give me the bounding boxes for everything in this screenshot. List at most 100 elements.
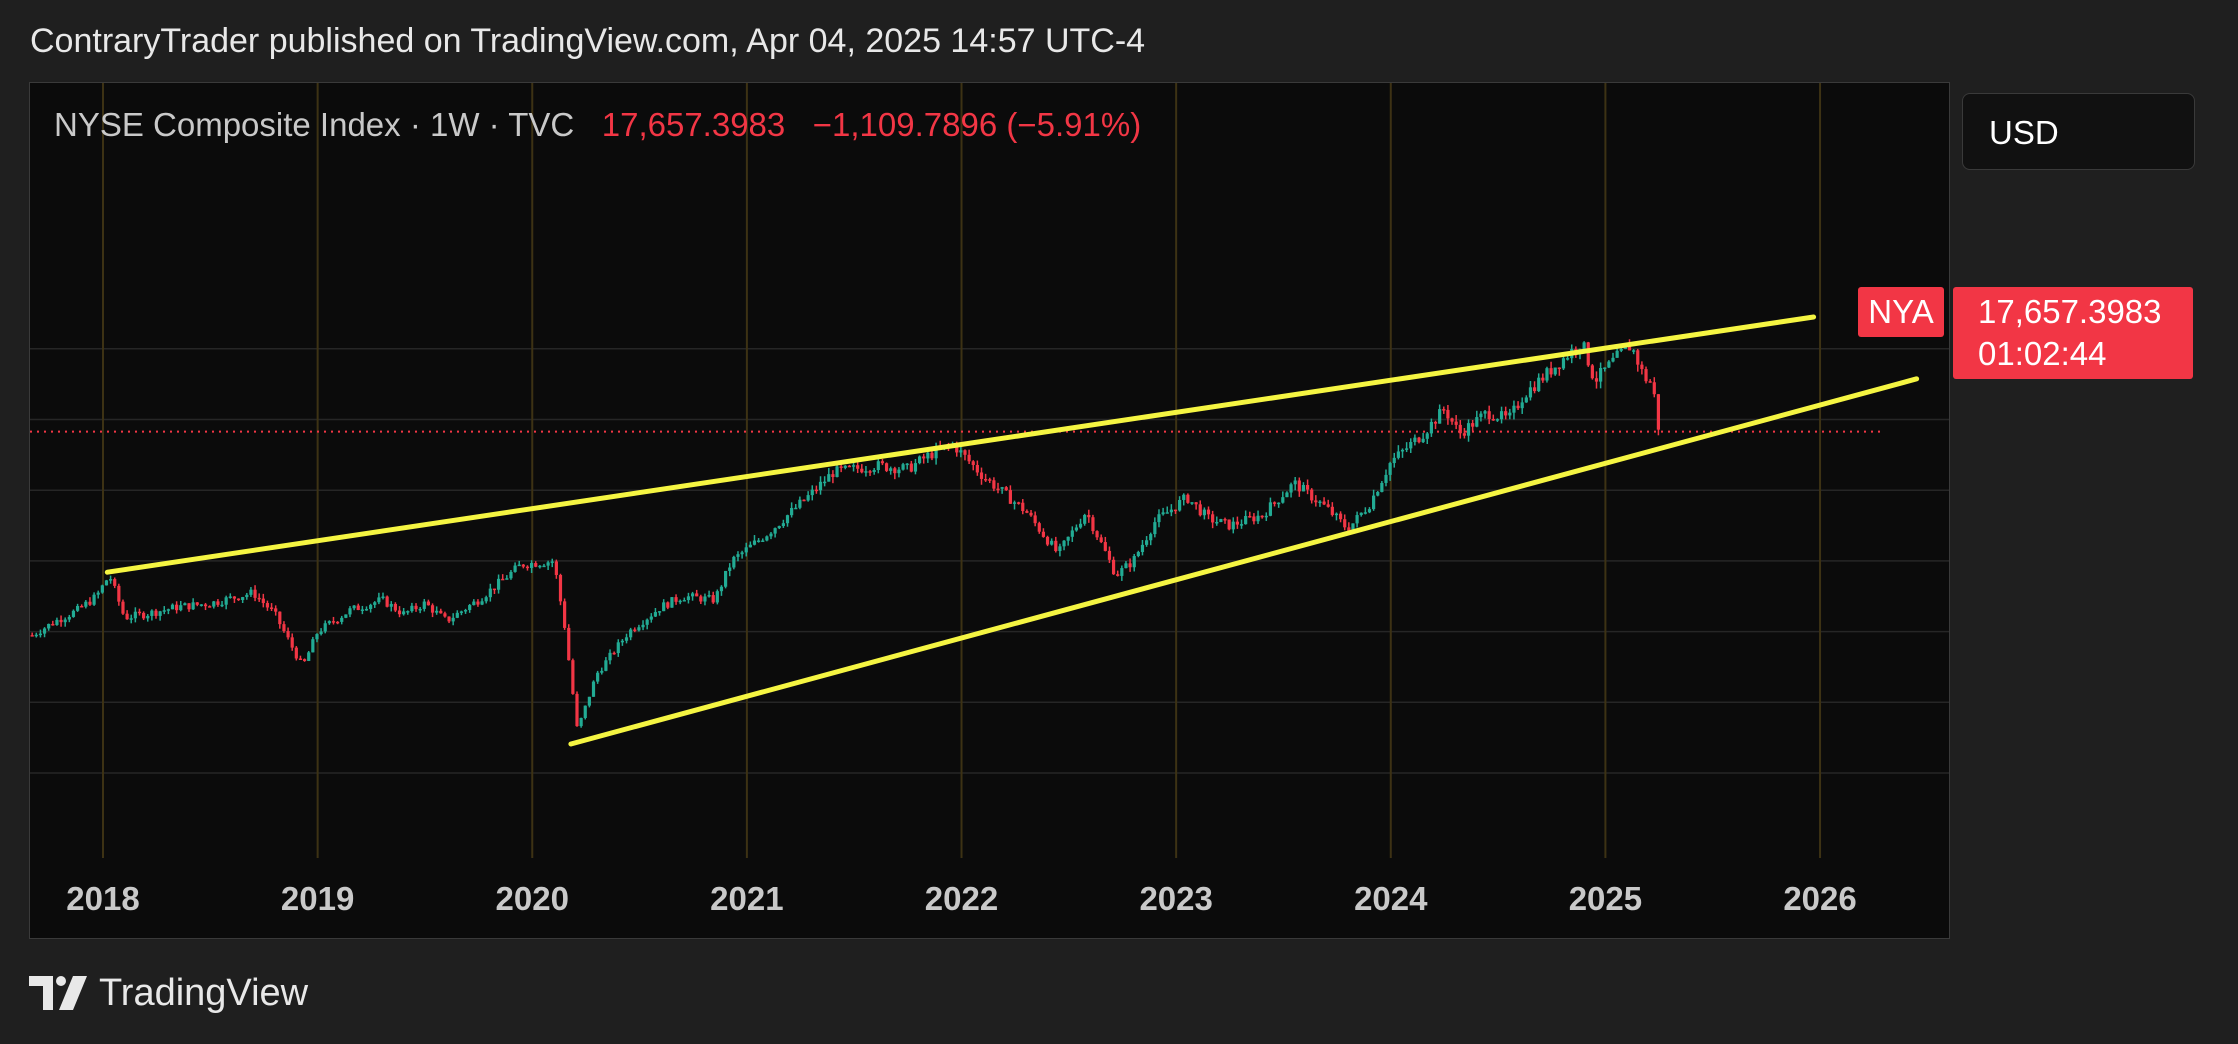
candle-body [1107,550,1112,560]
candle-body [1627,346,1632,351]
candle-body [1438,409,1442,424]
candle-body [1182,494,1186,500]
candle-body [550,561,554,563]
candle-body [785,515,790,524]
candle-body [1128,563,1132,568]
candle-body [633,629,637,631]
candle-body [884,463,889,471]
candle-body [1235,521,1240,525]
candle-body [851,465,856,467]
candle-body [975,464,979,473]
candle-body [129,618,133,620]
candle-body [51,623,55,626]
candle-body [1636,350,1640,365]
candle-body [257,597,261,600]
candle-body [744,547,748,553]
candle-body [162,610,166,612]
candle-body [843,465,847,468]
candle-body [926,452,930,459]
candle-body [336,621,340,624]
candle-body [195,602,199,605]
price-label-value: 17,657.3983 [1978,293,2162,330]
candle-body [137,611,142,614]
candle-body [839,466,843,468]
symbol-label: NYA [1858,287,1944,337]
candle-body [1545,368,1549,381]
candle-body [1297,480,1301,492]
candle-body [934,446,938,459]
candle-body [1508,412,1512,416]
candle-body [369,604,373,609]
candle-body [1343,519,1347,528]
candle-body [1050,540,1054,545]
candle-body [587,696,591,706]
candle-body [1272,502,1277,504]
candle-body [344,614,348,618]
currency-selector[interactable]: USD [1962,93,2195,170]
tradingview-brand[interactable]: TradingView [29,968,308,1018]
price-chart[interactable]: 8,000.000010,000.000012,000.000014,000.0… [30,83,1949,938]
candle-body [59,619,63,623]
candle-body [1648,381,1652,383]
candle-body [1037,523,1041,532]
candle-body [1557,367,1561,370]
candle-body [1157,514,1161,523]
candle-body [179,605,183,611]
candle-body [170,604,175,610]
candle-body [814,489,818,492]
candle-body [711,595,715,603]
candle-body [1277,502,1281,505]
candle-body [657,611,662,613]
candle-body [761,540,765,542]
candle-body [608,652,612,661]
candle-body [175,604,179,611]
candle-body [563,601,567,628]
candle-body [757,540,761,542]
candle-body [282,624,286,632]
candle-body [798,499,802,508]
candle-body [748,544,752,548]
candle-body [1111,559,1116,575]
candle-body [591,681,596,697]
candle-body [690,593,695,597]
chart-panel[interactable]: 8,000.000010,000.000012,000.000014,000.0… [29,82,1950,939]
candle-body [1433,421,1438,424]
candle-body [360,609,364,611]
candle-body [1607,361,1611,368]
candle-body [1351,523,1355,532]
candle-body [1409,442,1413,449]
candle-body [567,627,571,661]
candle-body [203,604,208,607]
candle-body [1537,377,1541,392]
candle-body [1656,394,1661,430]
candle-body [1161,512,1165,515]
x-axis-year-label: 2022 [925,880,998,917]
candle-body [1124,563,1128,569]
candle-body [624,637,629,641]
candle-body [686,596,691,601]
candle-body [1615,350,1619,358]
candle-body [1532,387,1537,392]
candle-body [1074,527,1079,531]
candle-body [1000,487,1004,489]
candle-body [979,472,984,479]
candle-body [905,463,909,466]
candle-body [1268,502,1273,516]
candle-body [794,507,798,510]
candle-body [513,565,517,572]
candle-body [1045,536,1050,545]
candle-body [435,610,439,613]
candle-body [1334,513,1339,516]
candle-body [422,601,426,609]
brand-name: TradingView [99,971,309,1014]
candle-body [1153,522,1157,535]
candle-body [583,705,587,718]
candle-body [728,567,732,571]
candle-body [1310,489,1314,501]
candle-body [765,536,769,541]
candle-body [245,594,249,598]
candle-body [274,608,278,612]
candle-body [71,610,76,617]
candle-body [913,463,918,472]
candle-body [414,605,418,610]
